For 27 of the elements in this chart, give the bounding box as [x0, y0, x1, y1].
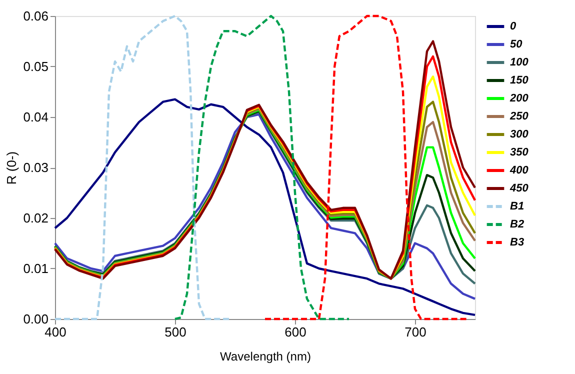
x-tick-label: 600	[284, 324, 306, 340]
y-tick-label: 0.00	[23, 312, 48, 326]
legend-label: B2	[510, 218, 524, 230]
legend-label: B3	[510, 236, 524, 248]
legend-label: 350	[510, 146, 530, 158]
x-tick-label: 400	[44, 324, 66, 340]
legend-label: 300	[510, 128, 530, 140]
legend-label: 150	[510, 74, 530, 86]
y-tick-label: 0.05	[23, 59, 48, 74]
y-tick-label: 0.06	[23, 8, 48, 24]
y-tick-label: 0.04	[23, 110, 48, 124]
y-tick-label: 0.01	[23, 261, 48, 276]
legend-label: 200	[509, 92, 530, 104]
legend-label: 250	[509, 110, 530, 122]
legend-label: 50	[510, 38, 524, 50]
x-axis-title: Wavelength (nm)	[220, 350, 311, 364]
legend-label: 450	[509, 182, 530, 194]
y-tick-label: 0.02	[23, 210, 48, 226]
x-tick-label: 500	[164, 324, 186, 340]
x-tick-label: 700	[404, 324, 426, 340]
legend-label: 100	[510, 56, 530, 68]
line-series	[174, 14, 350, 320]
legend-label: 400	[509, 164, 530, 176]
legend-label: B1	[510, 200, 524, 212]
legend-label: 0	[510, 20, 517, 32]
y-axis-title: R (0-)	[4, 151, 20, 185]
y-tick-label: 0.03	[23, 160, 48, 175]
